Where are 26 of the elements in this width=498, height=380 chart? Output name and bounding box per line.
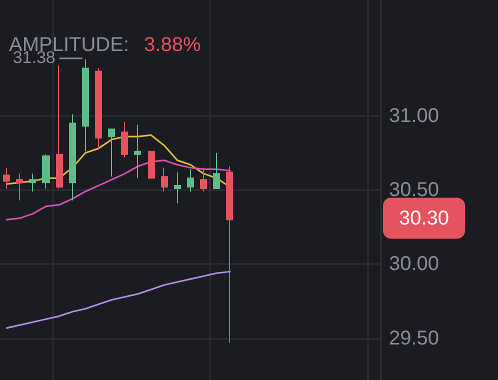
y-tick-label: 30.50 [389, 179, 440, 201]
candlestick [95, 68, 102, 150]
y-tick-label: 30.00 [389, 253, 440, 276]
text: 30.30 [399, 208, 450, 230]
candlestick [16, 173, 23, 201]
candlestick [108, 128, 115, 178]
y-tick-label: 29.50 [389, 327, 440, 350]
candlestick [134, 124, 141, 179]
line-series [6, 160, 231, 220]
candlestick [174, 172, 181, 204]
candlestick [3, 167, 10, 190]
candlestick [42, 154, 50, 190]
candlestick [82, 58, 89, 152]
candlestick [29, 173, 36, 192]
line-series [6, 270, 231, 329]
candlestick [121, 121, 128, 158]
candlestick [187, 168, 194, 192]
candlestick [56, 64, 63, 190]
y-tick-label: 31.00 [389, 104, 440, 127]
candlestick [200, 167, 207, 192]
candlestick [148, 150, 155, 179]
candlestick [161, 167, 168, 192]
annotation: 3.88% [144, 34, 201, 56]
candlestick [69, 114, 76, 201]
candlestick [213, 152, 220, 190]
candlestick [226, 166, 233, 344]
